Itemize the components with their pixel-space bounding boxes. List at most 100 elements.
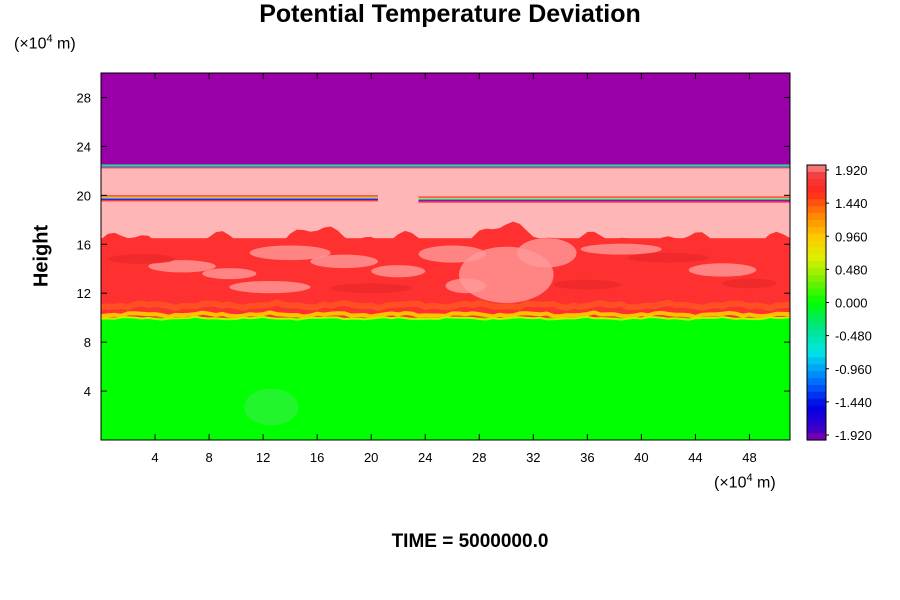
x-axis-unit: (×104 m) xyxy=(714,472,776,492)
y-tick-label-0: 4 xyxy=(84,384,91,399)
pale-blob-8 xyxy=(445,278,487,294)
colorbar-band-6 xyxy=(807,206,826,214)
colorbar-label-0: 1.920 xyxy=(835,163,868,178)
colorbar-band-12 xyxy=(807,247,826,255)
colorbar-band-35 xyxy=(807,405,826,414)
x-unit-exponent: 4 xyxy=(746,472,753,484)
colorbar-label-2: 0.960 xyxy=(835,229,868,244)
x-tick-label-4: 20 xyxy=(364,450,378,465)
colorbar-band-17 xyxy=(807,281,826,290)
x-tick-label-2: 12 xyxy=(256,450,270,465)
colorbar-label-8: -1.920 xyxy=(835,428,872,443)
transition-band-orange xyxy=(101,299,790,312)
chart-title: Potential Temperature Deviation xyxy=(259,0,641,28)
y-unit-suffix: m) xyxy=(52,35,76,53)
colorbar-label-5: -0.480 xyxy=(835,329,872,344)
colorbar-band-2 xyxy=(807,178,826,187)
colorbar-band-39 xyxy=(807,433,826,441)
x-tick-label-9: 40 xyxy=(634,450,648,465)
colorbar-band-13 xyxy=(807,254,826,262)
colorbar-band-10 xyxy=(807,233,826,242)
colorbar-band-25 xyxy=(807,336,826,345)
dark-blob-0 xyxy=(107,254,176,264)
colorbar-band-36 xyxy=(807,412,826,420)
plot-frame xyxy=(100,72,791,441)
x-unit-prefix: (×10 xyxy=(714,474,747,492)
pale-blob-9 xyxy=(688,263,757,277)
colorbar-label-7: -1.440 xyxy=(835,395,872,410)
colorbar-band-22 xyxy=(807,316,826,324)
colorbar-band-32 xyxy=(807,385,826,393)
y-tick-label-4: 20 xyxy=(77,188,91,203)
x-tick-label-10: 44 xyxy=(688,450,702,465)
x-unit-suffix: m) xyxy=(752,474,776,492)
colorbar-label-1: 1.440 xyxy=(835,196,868,211)
colorbar-band-21 xyxy=(807,309,826,317)
colorbar-band-7 xyxy=(807,213,826,221)
pale-blob-1 xyxy=(202,268,257,280)
dark-blob-1 xyxy=(330,283,412,294)
x-tick-label-6: 28 xyxy=(472,450,486,465)
colorbar-band-9 xyxy=(807,226,826,235)
pale-blob-2 xyxy=(249,245,331,261)
x-tick-label-7: 32 xyxy=(526,450,540,465)
dark-blob-3 xyxy=(553,279,622,290)
pale-blob-7 xyxy=(517,238,577,268)
colorbar-band-3 xyxy=(807,185,826,194)
transition-band-lime xyxy=(101,315,790,321)
colorbar-band-18 xyxy=(807,288,826,297)
y-tick-label-5: 24 xyxy=(77,139,91,154)
field-layer-0 xyxy=(101,73,790,165)
colorbar-band-11 xyxy=(807,240,826,249)
dark-blob-4 xyxy=(722,278,777,289)
y-unit-prefix: (×10 xyxy=(14,35,47,53)
colorbar-band-16 xyxy=(807,275,826,283)
colorbar-band-26 xyxy=(807,343,826,352)
colorbar-band-34 xyxy=(807,398,826,407)
colorbar-band-19 xyxy=(807,295,826,304)
y-tick-label-3: 16 xyxy=(77,237,91,252)
colorbar-band-28 xyxy=(807,357,826,365)
colorbar-label-6: -0.960 xyxy=(835,362,872,377)
y-axis-unit: (×104 m) xyxy=(14,33,76,53)
pale-blob-10 xyxy=(580,243,662,255)
colorbar-band-30 xyxy=(807,371,826,379)
pale-blob-3 xyxy=(310,254,378,269)
colorbar-band-14 xyxy=(807,261,826,269)
cool-spot xyxy=(244,388,299,426)
x-tick-label-3: 16 xyxy=(310,450,324,465)
colorbar-band-24 xyxy=(807,330,826,338)
colorbar-band-23 xyxy=(807,323,826,331)
colorbar-band-1 xyxy=(807,171,826,180)
y-tick-label-1: 8 xyxy=(84,335,91,350)
colorbar-band-31 xyxy=(807,378,826,386)
colorbar-band-38 xyxy=(807,426,826,434)
y-unit-exponent: 4 xyxy=(46,33,53,45)
colorbar-band-33 xyxy=(807,391,826,400)
x-tick-label-0: 4 xyxy=(151,450,158,465)
x-tick-label-1: 8 xyxy=(205,450,212,465)
x-tick-label-11: 48 xyxy=(742,450,756,465)
pale-blob-11 xyxy=(229,280,311,294)
colorbar-band-5 xyxy=(807,199,826,207)
colorbar-band-29 xyxy=(807,364,826,372)
pale-blob-4 xyxy=(371,265,426,278)
colorbar-band-4 xyxy=(807,192,826,200)
pale-blob-0 xyxy=(148,260,216,273)
x-tick-label-5: 24 xyxy=(418,450,432,465)
dark-blob-2 xyxy=(627,252,709,263)
x-tick-label-8: 36 xyxy=(580,450,594,465)
colorbar-band-0 xyxy=(807,165,826,173)
time-footer: TIME = 5000000.0 xyxy=(391,531,549,552)
field-layer-3 xyxy=(101,317,790,440)
transition-band-yellow xyxy=(101,310,790,319)
colorbar-label-3: 0.480 xyxy=(835,262,868,277)
colorbar-band-27 xyxy=(807,350,826,359)
y-tick-label-2: 12 xyxy=(77,286,91,301)
heatmap-field xyxy=(101,73,790,440)
y-tick-label-6: 28 xyxy=(77,90,91,105)
colorbar-band-37 xyxy=(807,419,826,427)
colorbar-band-8 xyxy=(807,220,826,228)
colorbar-band-15 xyxy=(807,268,826,276)
